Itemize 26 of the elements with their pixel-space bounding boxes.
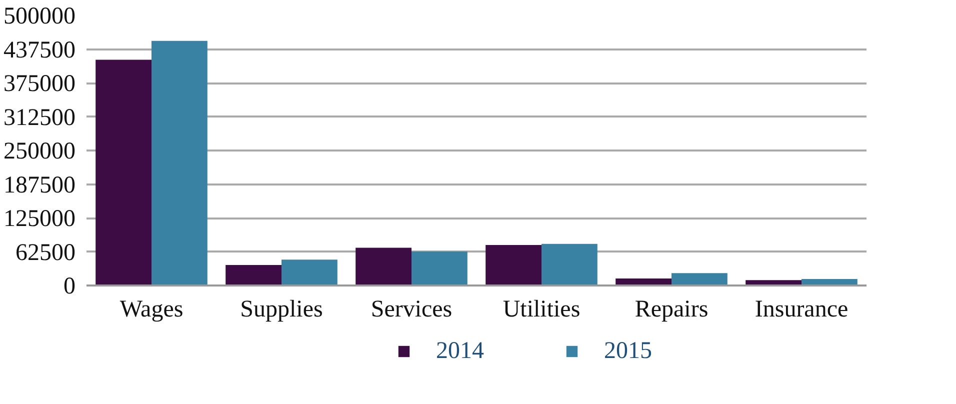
x-tick-label: Utilities <box>502 296 580 322</box>
bar <box>282 260 338 286</box>
x-tick-label: Supplies <box>240 296 323 322</box>
y-tick-label: 187500 <box>4 172 76 198</box>
x-tick-label: Services <box>370 296 452 322</box>
y-tick-label: 437500 <box>4 37 76 64</box>
x-tick-label: Repairs <box>634 296 708 322</box>
y-tick-label: 0 <box>64 274 76 300</box>
y-tick-label: 125000 <box>4 206 76 232</box>
y-tick-label: 62500 <box>16 240 76 266</box>
bar <box>152 40 208 286</box>
legend-label: 2014 <box>436 337 484 365</box>
x-tick-label: Wages <box>120 296 184 322</box>
legend-label: 2015 <box>604 337 652 365</box>
bar <box>226 264 282 286</box>
bar <box>96 60 152 286</box>
y-tick-label: 500000 <box>4 4 76 30</box>
bar <box>412 251 468 286</box>
x-tick-label: Insurance <box>754 296 848 322</box>
bar <box>486 245 542 286</box>
y-tick-label: 312500 <box>4 104 76 131</box>
bar <box>356 248 412 286</box>
bar <box>542 244 598 286</box>
y-tick-label: 250000 <box>4 138 76 164</box>
bar <box>672 273 728 286</box>
y-tick-label: 375000 <box>4 71 76 97</box>
